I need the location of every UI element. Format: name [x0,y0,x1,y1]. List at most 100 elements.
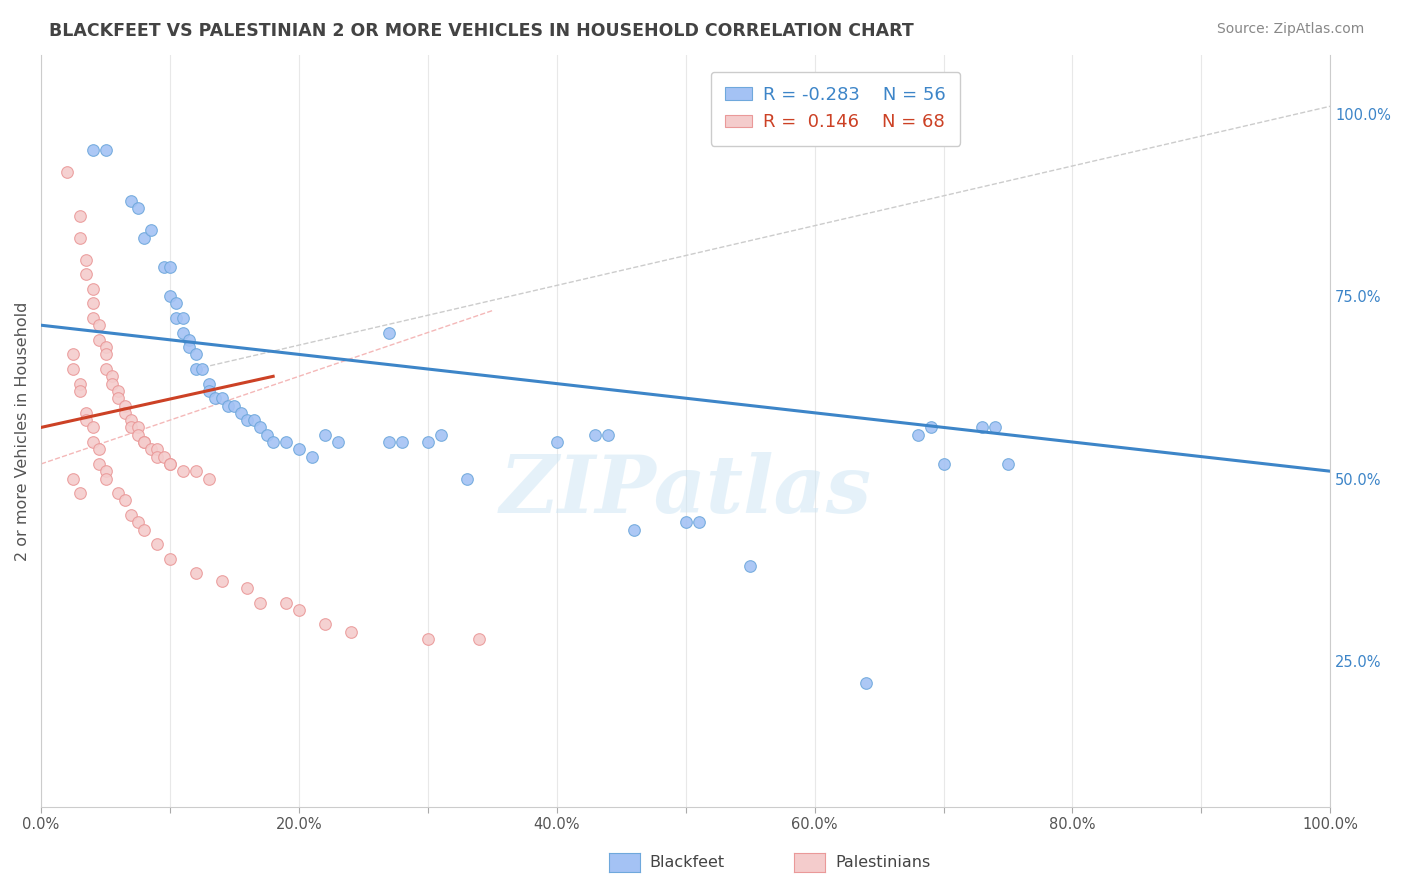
Point [101,376,124,391]
Point [62,362,84,376]
Point [87,318,110,333]
Point [127,420,149,434]
Point [288,442,311,457]
Point [243,413,266,427]
Point [159,260,181,274]
Point [997,457,1019,471]
Point [179,340,201,354]
Point [146,537,169,551]
Point [598,427,620,442]
Point [184,566,207,581]
Point [184,347,207,361]
Point [127,202,149,216]
Point [249,420,271,434]
Point [184,464,207,478]
Point [688,516,710,530]
Point [249,596,271,610]
Point [82,282,104,296]
Point [69,384,91,398]
Point [69,486,91,500]
Point [69,376,91,391]
Point [159,289,181,303]
Point [56,165,79,179]
Point [146,442,169,457]
Point [152,450,174,464]
Point [288,603,311,617]
Point [82,420,104,434]
Point [134,230,156,244]
Point [172,326,194,340]
Point [855,676,877,690]
Point [256,427,278,442]
Point [585,427,607,442]
Point [224,399,246,413]
Point [120,413,142,427]
Point [274,435,297,450]
Point [127,516,149,530]
Point [166,296,188,310]
Point [907,427,929,442]
Point [211,391,233,405]
Point [134,523,156,537]
Point [101,369,124,384]
Point [94,340,117,354]
Point [920,420,942,434]
Point [87,442,110,457]
Point [675,516,697,530]
Point [62,471,84,485]
Point [120,420,142,434]
Point [82,143,104,157]
Y-axis label: 2 or more Vehicles in Household: 2 or more Vehicles in Household [15,301,30,561]
Point [139,223,162,237]
Point [82,435,104,450]
Point [87,457,110,471]
Point [82,310,104,325]
Point [972,420,994,434]
Point [301,450,323,464]
Point [107,384,129,398]
Point [191,362,214,376]
Point [94,143,117,157]
Point [197,471,219,485]
Point [146,450,169,464]
Point [62,347,84,361]
Point [75,413,97,427]
Point [120,194,142,208]
Point [139,442,162,457]
Point [274,596,297,610]
Point [107,486,129,500]
Point [229,406,252,420]
Point [107,391,129,405]
Point [69,230,91,244]
Point [217,399,239,413]
Point [159,551,181,566]
Point [159,457,181,471]
Point [87,333,110,347]
Point [236,413,259,427]
Point [204,391,226,405]
Point [172,464,194,478]
Text: Blackfeet: Blackfeet [650,855,724,870]
Point [127,427,149,442]
Point [932,457,955,471]
Point [114,399,136,413]
Point [429,427,451,442]
Point [159,457,181,471]
Text: ZIPatlas: ZIPatlas [499,452,872,530]
Point [75,252,97,267]
Point [94,347,117,361]
Point [262,435,284,450]
Point [378,326,401,340]
Point [114,406,136,420]
Point [94,362,117,376]
Point [179,333,201,347]
Point [114,493,136,508]
Point [211,574,233,588]
Point [94,464,117,478]
Point [378,435,401,450]
Point [197,384,219,398]
Point [94,471,117,485]
Point [75,267,97,281]
Text: Palestinians: Palestinians [835,855,931,870]
Point [326,435,349,450]
